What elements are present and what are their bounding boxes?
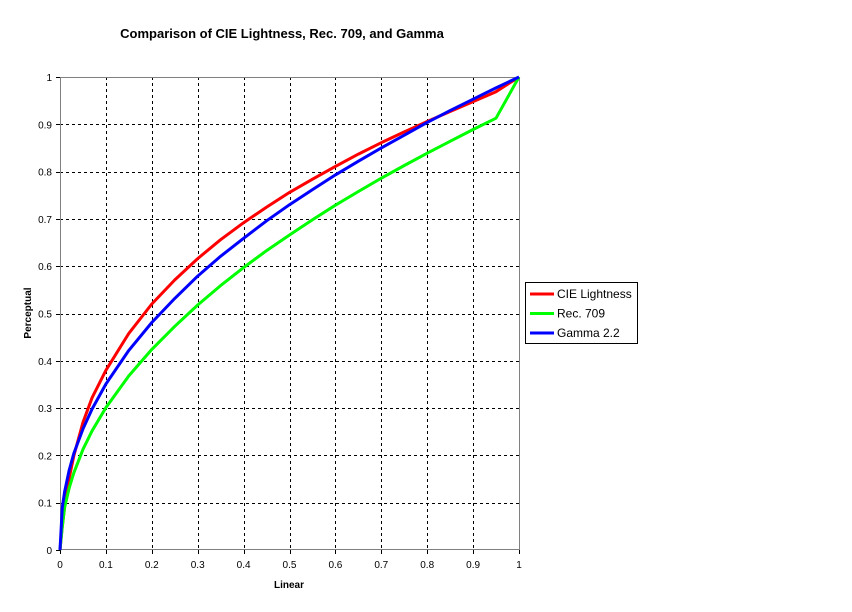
plot-area-border <box>60 77 520 550</box>
y-tick-label: 0 <box>46 546 52 557</box>
x-tick-label: 0.6 <box>328 560 342 571</box>
y-tick-label: 0.5 <box>38 310 52 321</box>
y-tick-label: 1 <box>46 73 52 84</box>
series-line-rec-709 <box>58 76 521 551</box>
series-line-gamma-2-2 <box>58 75 520 551</box>
legend-label-cie-lightness: CIE Lightness <box>557 287 632 301</box>
x-tick-label: 0.8 <box>420 560 434 571</box>
x-tick-label: 1 <box>516 560 522 571</box>
y-tick-label: 0.3 <box>38 404 52 415</box>
chart-title: Comparison of CIE Lightness, Rec. 709, a… <box>120 26 444 41</box>
y-tick-label: 0.6 <box>38 262 52 273</box>
x-tick-label: 0.3 <box>191 560 205 571</box>
series <box>58 75 521 551</box>
x-tick-label: 0.9 <box>466 560 480 571</box>
x-tick-label: 0.7 <box>374 560 388 571</box>
x-tick-label: 0.1 <box>99 560 113 571</box>
x-tick-label: 0.4 <box>237 560 251 571</box>
grid <box>60 77 519 550</box>
y-tick-label: 0.7 <box>38 215 52 226</box>
legend-label-rec-709: Rec. 709 <box>557 307 605 321</box>
series-line-cie-lightness <box>58 75 520 551</box>
x-tick-label: 0 <box>57 560 63 571</box>
legend: CIE Lightness Rec. 709 Gamma 2.2 <box>525 282 638 344</box>
y-tick-label: 0.4 <box>38 357 52 368</box>
x-tick-label: 0.2 <box>145 560 159 571</box>
y-axis-label: Perceptual <box>23 287 34 338</box>
x-tick-label: 0.5 <box>283 560 297 571</box>
y-tick-label: 0.9 <box>38 120 52 131</box>
y-tick-label: 0.8 <box>38 168 52 179</box>
axis-ticks: 0 0.1 0.2 0.3 0.4 0.5 0.6 0.7 0.8 0.9 1 0 0.1 0.2 0.3 0… <box>38 73 522 571</box>
y-tick-label: 0.1 <box>38 499 52 510</box>
y-tick-label: 0.2 <box>38 451 52 462</box>
x-axis-label: Linear <box>274 580 304 591</box>
legend-label-gamma-2-2: Gamma 2.2 <box>557 326 620 340</box>
